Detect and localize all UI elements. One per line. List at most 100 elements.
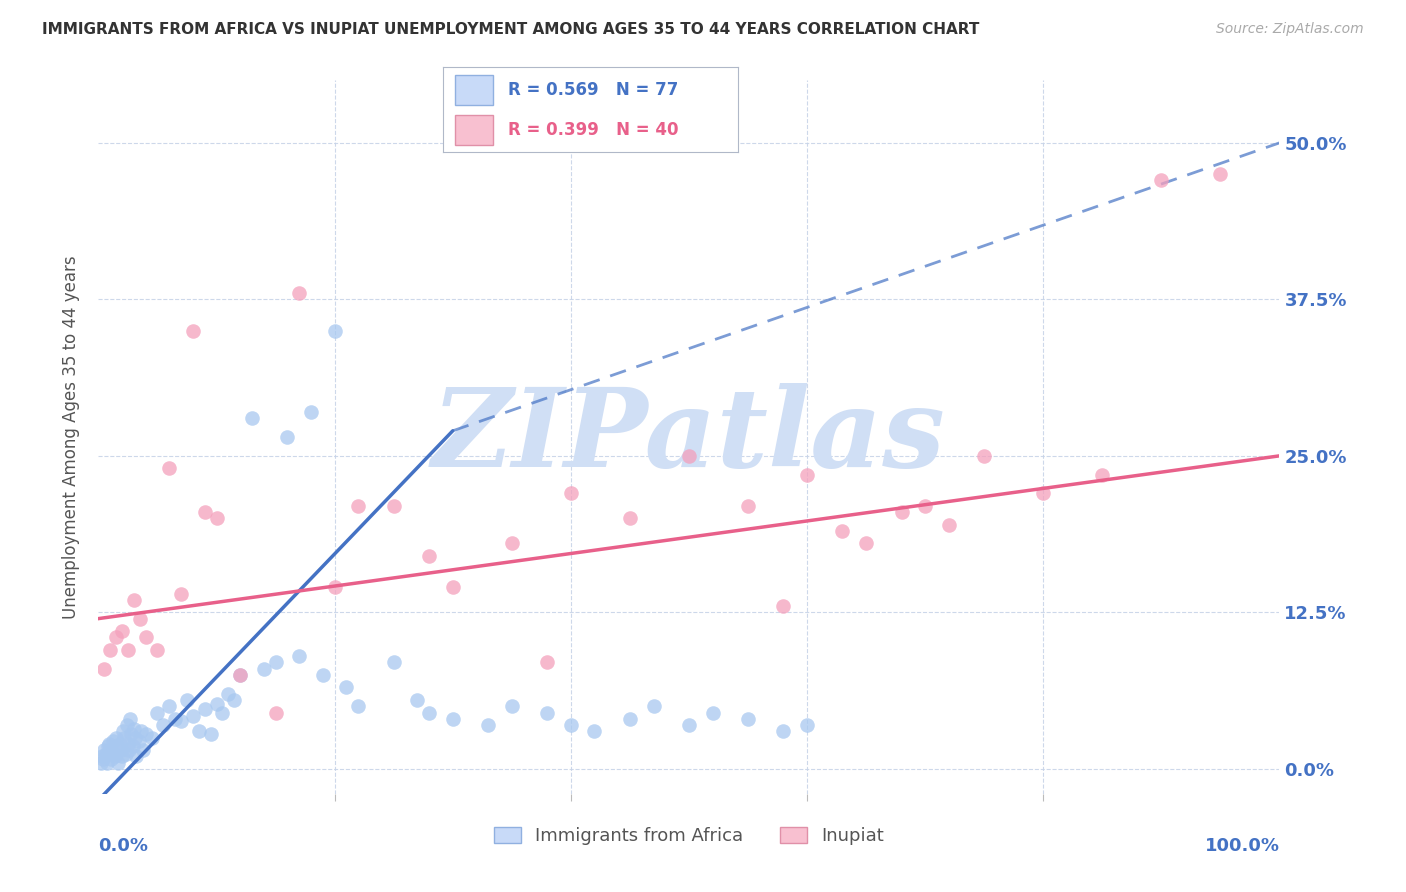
Point bbox=[772, 599, 794, 613]
Point bbox=[347, 699, 370, 714]
Point bbox=[181, 324, 204, 338]
Point bbox=[323, 580, 346, 594]
Point bbox=[678, 718, 700, 732]
Point bbox=[157, 461, 180, 475]
Point bbox=[194, 505, 217, 519]
Point bbox=[98, 743, 121, 757]
Point bbox=[104, 749, 127, 764]
Point bbox=[678, 449, 700, 463]
Point bbox=[973, 449, 995, 463]
Text: 0.0%: 0.0% bbox=[98, 837, 149, 855]
Point bbox=[129, 724, 152, 739]
Point bbox=[146, 643, 169, 657]
Text: 100.0%: 100.0% bbox=[1205, 837, 1279, 855]
Point bbox=[382, 499, 405, 513]
Point bbox=[165, 712, 187, 726]
Point bbox=[1091, 467, 1114, 482]
Text: Source: ZipAtlas.com: Source: ZipAtlas.com bbox=[1216, 22, 1364, 37]
Point bbox=[1209, 167, 1232, 181]
Point bbox=[1032, 486, 1054, 500]
Point bbox=[276, 430, 298, 444]
Point bbox=[94, 747, 117, 761]
Point bbox=[796, 718, 818, 732]
Point bbox=[96, 756, 118, 770]
Point bbox=[312, 668, 335, 682]
Point bbox=[98, 737, 121, 751]
Point bbox=[110, 743, 132, 757]
Point bbox=[187, 724, 209, 739]
Point bbox=[121, 739, 143, 754]
Point bbox=[194, 702, 217, 716]
Point bbox=[121, 727, 143, 741]
Point bbox=[105, 731, 128, 745]
Point bbox=[108, 737, 131, 751]
Point bbox=[205, 511, 228, 525]
Point bbox=[135, 631, 157, 645]
Point bbox=[264, 656, 287, 670]
Point bbox=[90, 756, 112, 770]
Point bbox=[796, 467, 818, 482]
Point bbox=[560, 486, 582, 500]
Point bbox=[111, 624, 134, 639]
Point bbox=[128, 612, 150, 626]
Point bbox=[114, 747, 136, 761]
Point bbox=[737, 712, 759, 726]
Point bbox=[91, 749, 114, 764]
Point bbox=[122, 722, 145, 736]
Point bbox=[347, 499, 370, 513]
Point bbox=[264, 706, 287, 720]
Point bbox=[643, 699, 665, 714]
Point bbox=[288, 649, 311, 664]
Point bbox=[91, 752, 114, 766]
Point bbox=[200, 727, 222, 741]
Point bbox=[560, 718, 582, 732]
Legend: Immigrants from Africa, Inupiat: Immigrants from Africa, Inupiat bbox=[486, 820, 891, 853]
Point bbox=[93, 662, 115, 676]
Point bbox=[240, 411, 263, 425]
Point bbox=[253, 662, 276, 676]
Point bbox=[120, 712, 142, 726]
Point bbox=[152, 718, 174, 732]
Point bbox=[105, 739, 128, 754]
Point bbox=[115, 718, 138, 732]
Point bbox=[125, 749, 148, 764]
Point bbox=[100, 752, 122, 766]
Point bbox=[217, 687, 239, 701]
Point bbox=[117, 737, 139, 751]
Point bbox=[619, 511, 641, 525]
Point bbox=[406, 693, 429, 707]
Text: ZIPatlas: ZIPatlas bbox=[432, 384, 946, 491]
Point bbox=[702, 706, 724, 720]
Point bbox=[211, 706, 233, 720]
Point bbox=[103, 747, 125, 761]
Bar bbox=[454, 76, 494, 105]
Point bbox=[112, 731, 135, 745]
Point bbox=[890, 505, 912, 519]
Point bbox=[93, 743, 115, 757]
Point bbox=[772, 724, 794, 739]
Point bbox=[117, 643, 139, 657]
Point bbox=[418, 549, 440, 563]
Y-axis label: Unemployment Among Ages 35 to 44 years: Unemployment Among Ages 35 to 44 years bbox=[62, 255, 80, 619]
Point bbox=[619, 712, 641, 726]
Point bbox=[157, 699, 180, 714]
Point bbox=[205, 697, 228, 711]
Point bbox=[441, 712, 464, 726]
Point bbox=[135, 727, 157, 741]
Point bbox=[418, 706, 440, 720]
Point bbox=[229, 668, 252, 682]
Point bbox=[181, 709, 204, 723]
Point bbox=[335, 681, 357, 695]
Point bbox=[170, 586, 193, 600]
Point bbox=[288, 286, 311, 301]
Point bbox=[141, 731, 163, 745]
Text: IMMIGRANTS FROM AFRICA VS INUPIAT UNEMPLOYMENT AMONG AGES 35 TO 44 YEARS CORRELA: IMMIGRANTS FROM AFRICA VS INUPIAT UNEMPL… bbox=[42, 22, 980, 37]
Point bbox=[536, 706, 558, 720]
Point bbox=[583, 724, 606, 739]
Point bbox=[299, 405, 322, 419]
Point bbox=[855, 536, 877, 550]
Point bbox=[97, 739, 120, 754]
Point bbox=[176, 693, 198, 707]
Point bbox=[107, 756, 129, 770]
Point bbox=[124, 731, 146, 745]
